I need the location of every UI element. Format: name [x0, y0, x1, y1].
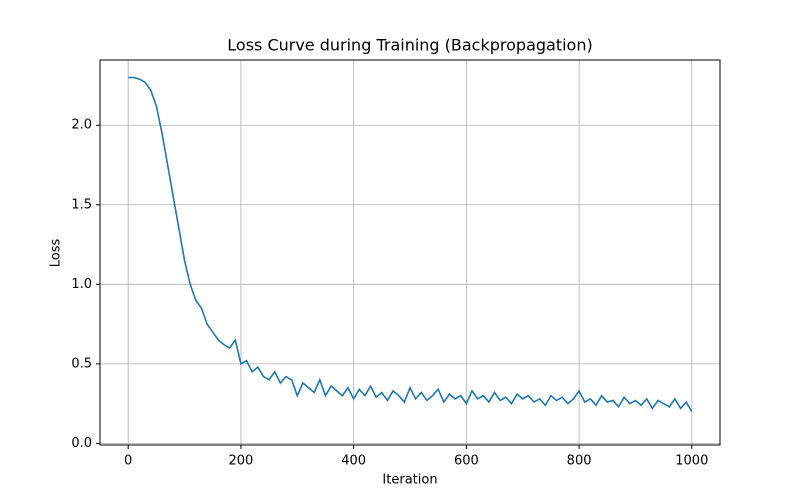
- x-tick-label: 200: [228, 454, 253, 469]
- x-tick-label: 400: [341, 454, 366, 469]
- chart-title: Loss Curve during Training (Backpropagat…: [227, 36, 592, 55]
- y-tick-label: 2.0: [71, 118, 92, 133]
- y-tick-label: 1.5: [71, 197, 92, 212]
- x-tick-label: 0: [124, 454, 132, 469]
- x-axis-label: Iteration: [382, 473, 437, 488]
- x-tick-label: 1000: [675, 454, 708, 469]
- loss-line: [128, 76, 693, 412]
- y-tick-label: 0.5: [71, 356, 92, 371]
- y-tick-label: 0.0: [71, 436, 92, 451]
- x-tick-label: 600: [454, 454, 479, 469]
- y-tick-label: 1.0: [71, 277, 92, 292]
- plot-frame: [99, 59, 721, 446]
- y-axis-label: Loss: [49, 239, 64, 268]
- x-tick-label: 800: [567, 454, 592, 469]
